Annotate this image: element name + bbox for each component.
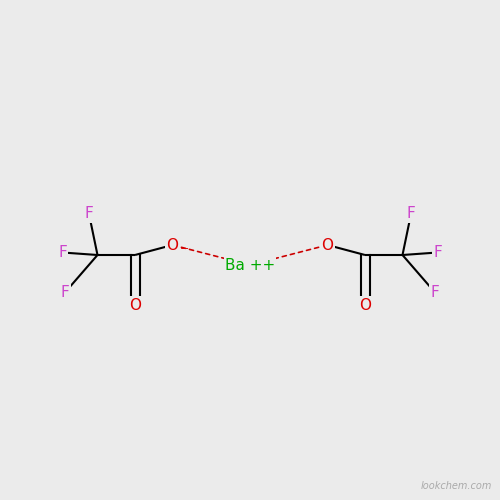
Text: O: O — [166, 238, 178, 252]
Text: O: O — [129, 298, 141, 312]
Text: lookchem.com: lookchem.com — [421, 481, 492, 491]
Text: F: F — [433, 245, 442, 260]
Text: −: − — [180, 244, 190, 254]
Text: F: F — [406, 206, 416, 222]
Text: F: F — [60, 285, 70, 300]
Text: F: F — [430, 285, 440, 300]
Text: O: O — [322, 238, 334, 252]
Text: O: O — [359, 298, 371, 312]
Text: Ba ++: Ba ++ — [225, 258, 275, 272]
Text: F: F — [58, 245, 67, 260]
Text: F: F — [84, 206, 94, 222]
